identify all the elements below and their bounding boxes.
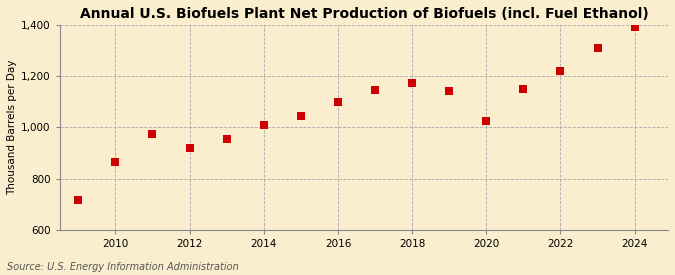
Point: [518, 87, 529, 91]
Point: [592, 46, 603, 50]
Title: Annual U.S. Biofuels Plant Net Production of Biofuels (incl. Fuel Ethanol): Annual U.S. Biofuels Plant Net Productio…: [80, 7, 648, 21]
Point: [184, 146, 195, 150]
Point: [73, 198, 84, 202]
Text: Source: U.S. Energy Information Administration: Source: U.S. Energy Information Administ…: [7, 262, 238, 272]
Y-axis label: Thousand Barrels per Day: Thousand Barrels per Day: [7, 60, 17, 195]
Point: [370, 88, 381, 92]
Point: [333, 100, 344, 104]
Point: [147, 131, 158, 136]
Point: [259, 123, 269, 127]
Point: [296, 114, 306, 118]
Point: [629, 25, 640, 30]
Point: [555, 69, 566, 73]
Point: [407, 80, 418, 85]
Point: [110, 160, 121, 164]
Point: [481, 119, 491, 123]
Point: [444, 89, 455, 94]
Point: [221, 137, 232, 141]
